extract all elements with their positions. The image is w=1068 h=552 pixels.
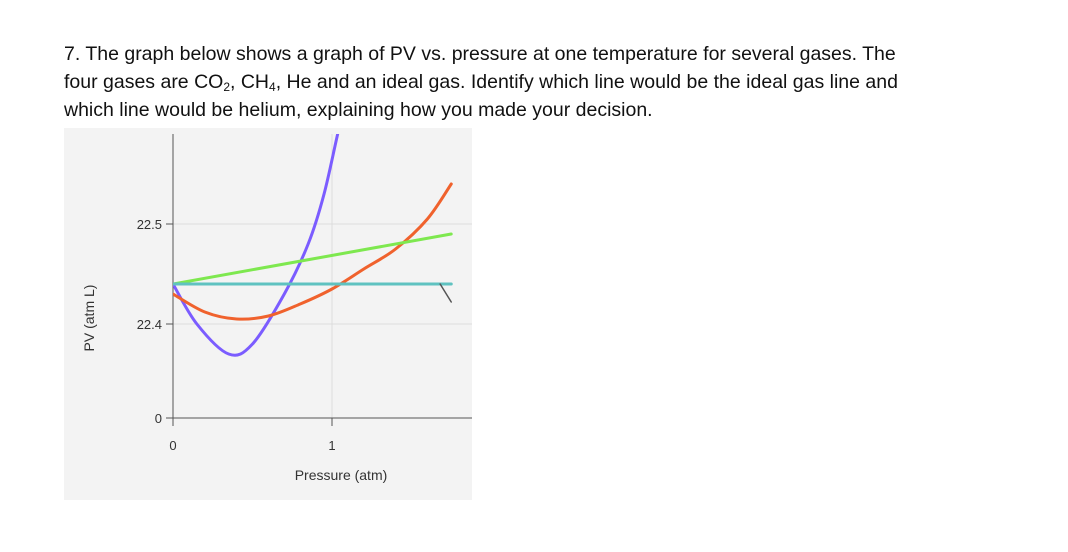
y-tick-label: 22.4 bbox=[137, 317, 162, 332]
question-line-1: 7. The graph below shows a graph of PV v… bbox=[64, 43, 896, 65]
x-axis-title: Pressure (atm) bbox=[295, 467, 388, 483]
y-tick-label: 0 bbox=[155, 411, 162, 426]
x-tick-label: 1 bbox=[328, 438, 335, 453]
series-line-dark bbox=[439, 283, 452, 303]
y-axis-title: PV (atm L) bbox=[81, 285, 97, 352]
series-line-purple bbox=[173, 134, 340, 357]
y-tick-label: 22.5 bbox=[137, 217, 162, 232]
tick-labels: 22.5 22.4 00 1 bbox=[137, 217, 336, 453]
pv-pressure-chart: 22.5 22.4 00 1 PV (atm L) Pressure (atm) bbox=[81, 134, 472, 483]
subscript-4: 4 bbox=[269, 80, 276, 94]
question-text: 7. The graph below shows a graph of PV v… bbox=[64, 40, 1024, 124]
question-line-3: which line would be helium, explaining h… bbox=[64, 99, 653, 121]
axes bbox=[166, 134, 472, 426]
chart-panel: 22.5 22.4 0 0 1 PV (atm L) Pressure (atm) bbox=[64, 128, 472, 500]
question-line-2-part-b: , CH bbox=[230, 71, 270, 93]
series-line-orange bbox=[173, 182, 453, 321]
question-line-2-part-a: four gases are CO bbox=[64, 71, 224, 93]
x-tick-label: 0 bbox=[169, 438, 176, 453]
subscript-2: 2 bbox=[223, 80, 231, 94]
series-line-green bbox=[173, 232, 453, 286]
question-line-2: four gases are CO2, CH4, He and an ideal… bbox=[64, 68, 1024, 96]
series-layer bbox=[173, 134, 453, 357]
question-line-2-part-c: , He and an ideal gas. Identify which li… bbox=[275, 71, 898, 93]
